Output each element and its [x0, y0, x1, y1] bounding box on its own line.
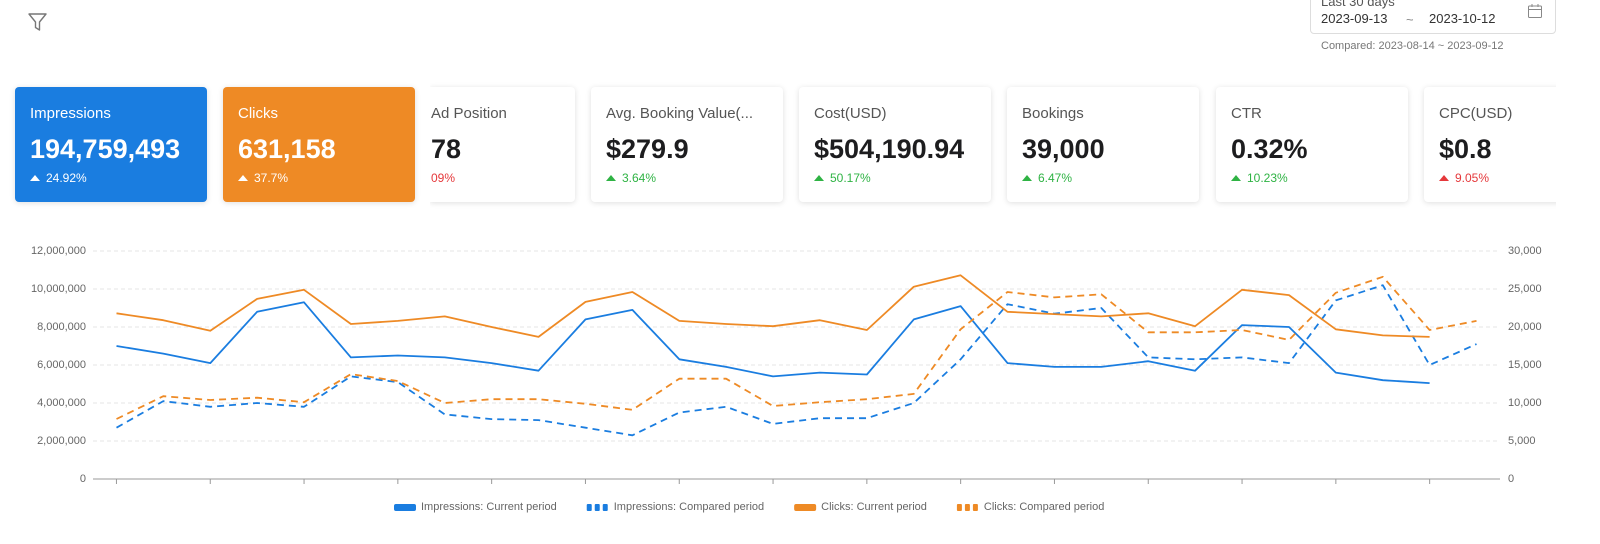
- card-title: Cost(USD): [814, 105, 887, 122]
- card-value: 631,158: [238, 134, 336, 164]
- range-label: Last 30 days: [1321, 0, 1395, 9]
- metric-card[interactable]: CTR 0.32% 10.23%: [1216, 87, 1408, 202]
- range-separator: ~: [1406, 12, 1414, 27]
- legend-swatch: [956, 504, 962, 511]
- card-change-row: 6.47%: [1022, 171, 1184, 185]
- card-change-row: 24.92%: [30, 171, 192, 185]
- line-series: [116, 275, 1477, 420]
- legend-swatch: [972, 504, 978, 511]
- card-change: 24.92%: [46, 171, 87, 185]
- start-date: 2023-09-13: [1321, 11, 1388, 26]
- card-change-row: 37.7%: [238, 171, 400, 185]
- card-title: CTR: [1231, 105, 1262, 122]
- card-title: Impressions: [30, 105, 111, 122]
- y-tick-label: 4,000,000: [37, 397, 86, 409]
- y-tick-label: 20,000: [1508, 321, 1542, 333]
- line-series: [116, 274, 1430, 338]
- card-change: 37.7%: [254, 171, 289, 185]
- card-value: 194,759,493: [30, 134, 181, 164]
- legend-label: Clicks: Compared period: [984, 501, 1104, 513]
- legend-label: Impressions: Compared period: [614, 501, 764, 513]
- calendar-icon: [1528, 4, 1542, 18]
- y-tick-label: 0: [80, 473, 86, 485]
- metric-card[interactable]: Impressions 194,759,493 24.92%: [15, 87, 207, 202]
- card-change-row: 09%: [431, 171, 560, 185]
- end-date: 2023-10-12: [1429, 11, 1496, 26]
- line-series: [116, 301, 1430, 384]
- card-value: 0.32%: [1231, 134, 1308, 164]
- metric-card[interactable]: Avg. Booking Value(... $279.9 3.64%: [591, 87, 783, 202]
- card-value: $0.8: [1439, 134, 1492, 164]
- trend-arrow: [30, 175, 40, 181]
- card-strip: Ad Position 78 09% Avg. Booking Value(... $2…: [430, 80, 1556, 210]
- card-title: Avg. Booking Value(...: [606, 105, 754, 122]
- legend-swatch: [602, 504, 608, 511]
- card-title: Ad Position: [431, 105, 507, 122]
- legend-swatch: [394, 504, 416, 511]
- y-tick-label: 6,000,000: [37, 359, 86, 371]
- card-change-row: 10.23%: [1231, 171, 1393, 185]
- card-change-row: 9.05%: [1439, 171, 1556, 185]
- card-title: Bookings: [1022, 105, 1084, 122]
- card-change: 09%: [431, 171, 456, 185]
- card-title: CPC(USD): [1439, 105, 1513, 122]
- trend-arrow: [814, 175, 824, 181]
- legend-swatch: [794, 504, 817, 511]
- trend-arrow: [1231, 175, 1241, 181]
- card-change: 10.23%: [1247, 171, 1288, 185]
- y-tick-label: 2,000,000: [37, 435, 86, 447]
- metric-card[interactable]: CPC(USD) $0.8 9.05%: [1424, 87, 1556, 202]
- y-tick-label: 12,000,000: [31, 245, 86, 257]
- metric-card[interactable]: Cost(USD) $504,190.94 50.17%: [799, 87, 991, 202]
- card-value: 39,000: [1022, 134, 1105, 164]
- y-tick-label: 8,000,000: [37, 321, 86, 333]
- card-change: 50.17%: [830, 171, 871, 185]
- metric-card[interactable]: Clicks 631,158 37.7%: [223, 87, 415, 202]
- card-change: 9.05%: [1455, 171, 1490, 185]
- y-tick-label: 5,000: [1508, 435, 1536, 447]
- y-tick-label: 10,000: [1508, 397, 1542, 409]
- legend-label: Clicks: Current period: [821, 501, 927, 513]
- card-change-row: 3.64%: [606, 171, 768, 185]
- filter-button[interactable]: [27, 11, 49, 33]
- trend-arrow: [1439, 175, 1449, 181]
- metric-card[interactable]: Ad Position 78 09%: [430, 87, 575, 202]
- y-tick-label: 0: [1508, 473, 1514, 485]
- card-change-row: 50.17%: [814, 171, 976, 185]
- trend-arrow: [1022, 175, 1032, 181]
- card-change: 3.64%: [622, 171, 657, 185]
- metric-card[interactable]: Bookings 39,000 6.47%: [1007, 87, 1199, 202]
- line-series: [116, 284, 1477, 437]
- compared-range: Compared: 2023-08-14 ~ 2023-09-12: [1321, 40, 1504, 52]
- trend-arrow: [606, 175, 616, 181]
- card-title: Clicks: [238, 105, 278, 122]
- legend-swatch: [964, 504, 970, 511]
- y-tick-label: 30,000: [1508, 245, 1542, 257]
- trend-arrow: [238, 175, 248, 181]
- card-value: $504,190.94: [814, 134, 965, 164]
- y-tick-label: 15,000: [1508, 359, 1542, 371]
- legend-swatch: [594, 504, 600, 511]
- y-tick-label: 25,000: [1508, 283, 1542, 295]
- legend-label: Impressions: Current period: [421, 501, 557, 513]
- legend-swatch: [586, 504, 592, 511]
- y-tick-label: 10,000,000: [31, 283, 86, 295]
- card-change: 6.47%: [1038, 171, 1073, 185]
- card-value: $279.9: [606, 134, 689, 164]
- date-range-picker[interactable]: [1310, 0, 1556, 34]
- card-value: 78: [431, 134, 462, 164]
